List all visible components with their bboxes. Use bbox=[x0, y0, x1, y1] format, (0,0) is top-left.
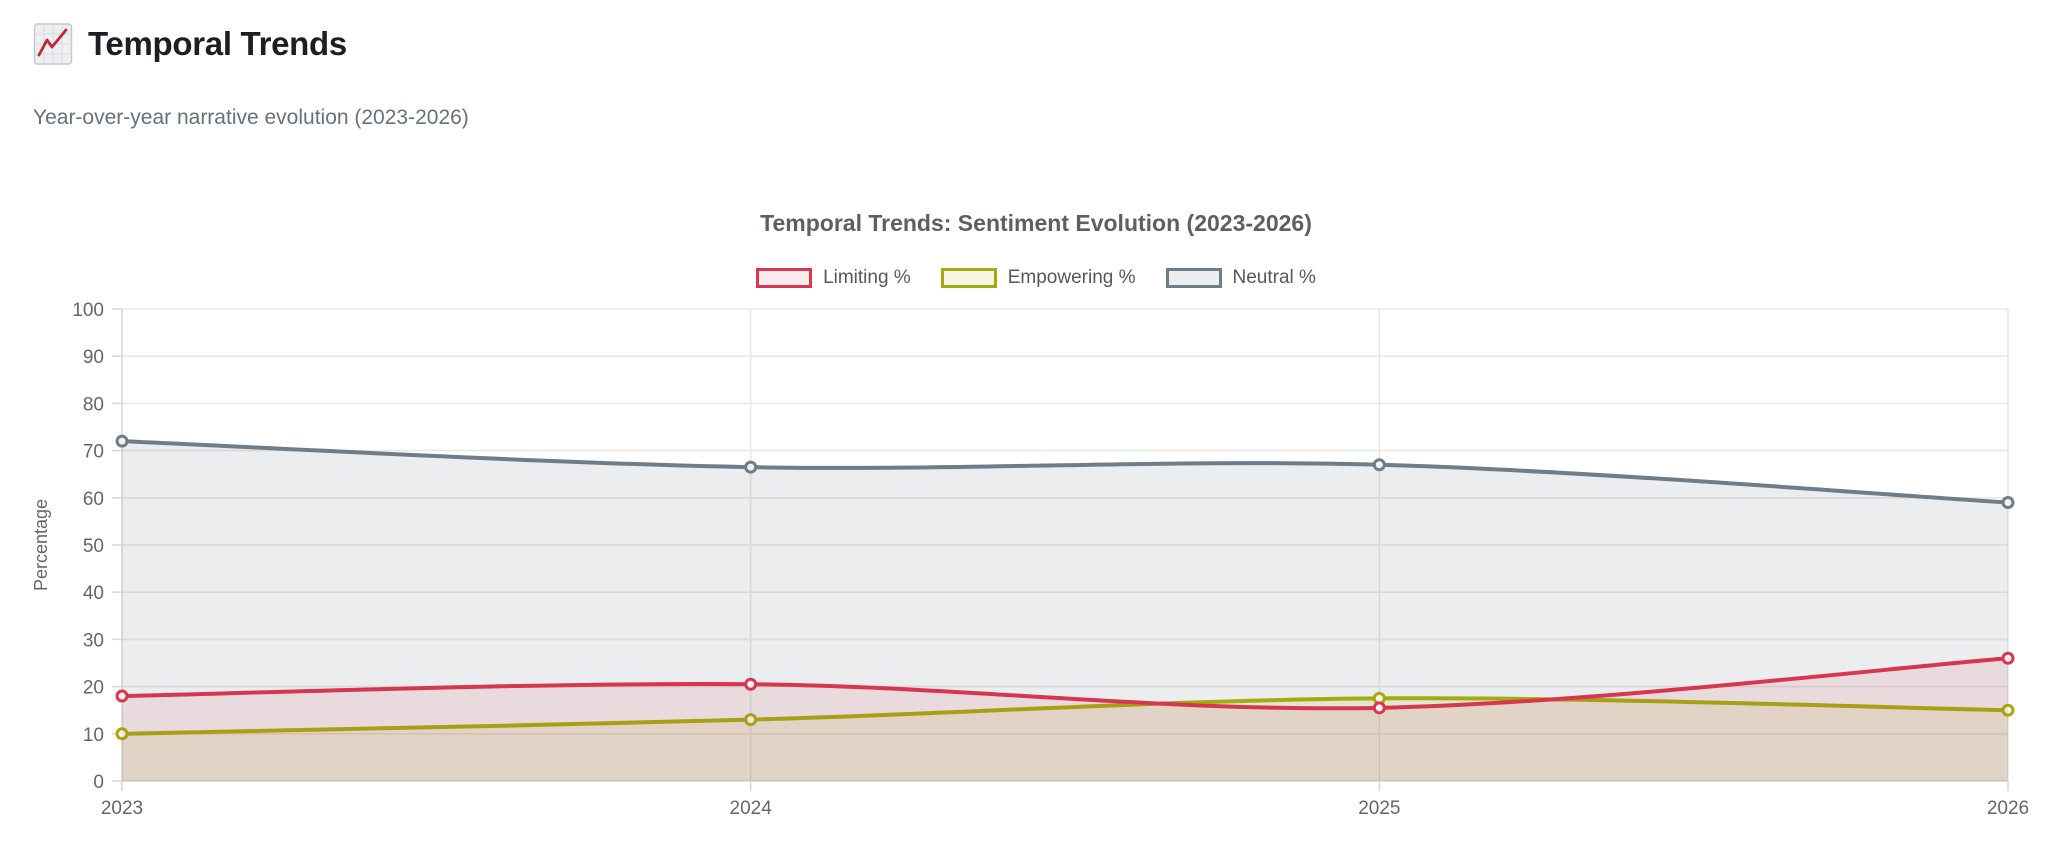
legend-swatch bbox=[1165, 268, 1222, 288]
x-tick-label: 2025 bbox=[1358, 798, 1400, 819]
page-subtitle: Year-over-year narrative evolution (2023… bbox=[33, 106, 469, 129]
series-area-1 bbox=[122, 698, 2008, 781]
x-tick-label: 2023 bbox=[101, 798, 143, 819]
y-tick-label: 20 bbox=[83, 678, 104, 699]
series-line-1 bbox=[120, 696, 2010, 736]
chart-legend: Limiting % Empowering % Neutral % bbox=[24, 267, 2048, 289]
legend-swatch bbox=[756, 268, 813, 288]
legend-label: Limiting % bbox=[823, 267, 911, 288]
data-point[interactable] bbox=[115, 434, 129, 448]
y-tick-label: 50 bbox=[83, 536, 104, 557]
data-point[interactable] bbox=[1372, 701, 1386, 715]
y-tick-label: 10 bbox=[83, 725, 104, 746]
legend-label: Neutral % bbox=[1232, 267, 1316, 288]
series-line-2 bbox=[120, 439, 2010, 505]
legend-item-neutral[interactable]: Neutral % bbox=[1165, 267, 1316, 289]
data-point[interactable] bbox=[744, 677, 758, 691]
y-tick-label: 70 bbox=[83, 442, 104, 463]
data-point[interactable] bbox=[1372, 458, 1386, 472]
line-chart-canvas[interactable]: 0 10 20 30 40 50 60 70 80 90 100 2023 2024 2025 2026 Pe… bbox=[0, 300, 2048, 840]
data-point[interactable] bbox=[744, 460, 758, 474]
legend-item-limiting[interactable]: Limiting % bbox=[756, 267, 911, 289]
x-tick-label: 2026 bbox=[1987, 798, 2029, 819]
y-tick-label: 80 bbox=[83, 394, 104, 415]
series-area-0 bbox=[122, 658, 2008, 781]
legend-item-empowering[interactable]: Empowering % bbox=[940, 267, 1136, 289]
data-point[interactable] bbox=[115, 727, 129, 741]
data-point[interactable] bbox=[2001, 703, 2015, 717]
legend-swatch bbox=[940, 268, 997, 288]
legend-label: Empowering % bbox=[1007, 267, 1136, 288]
chart-increasing-icon bbox=[33, 22, 73, 66]
data-point[interactable] bbox=[744, 713, 758, 727]
chart-title: Temporal Trends: Sentiment Evolution (20… bbox=[760, 210, 1312, 236]
data-point[interactable] bbox=[2001, 496, 2015, 510]
series-line-0 bbox=[120, 656, 2010, 711]
series-area-2 bbox=[122, 441, 2008, 781]
y-tick-label: 40 bbox=[83, 583, 104, 604]
page-header: Temporal Trends bbox=[33, 22, 347, 66]
y-tick-label: 60 bbox=[83, 489, 104, 510]
y-tick-label: 30 bbox=[83, 630, 104, 651]
x-tick-label: 2024 bbox=[730, 798, 773, 819]
y-tick-label: 100 bbox=[72, 300, 104, 321]
y-tick-label: 90 bbox=[83, 347, 104, 368]
page-title: Temporal Trends bbox=[88, 25, 347, 62]
data-point[interactable] bbox=[115, 689, 129, 703]
y-tick-label: 0 bbox=[93, 772, 104, 793]
data-point[interactable] bbox=[2001, 651, 2015, 665]
y-axis-title: Percentage bbox=[31, 499, 51, 591]
